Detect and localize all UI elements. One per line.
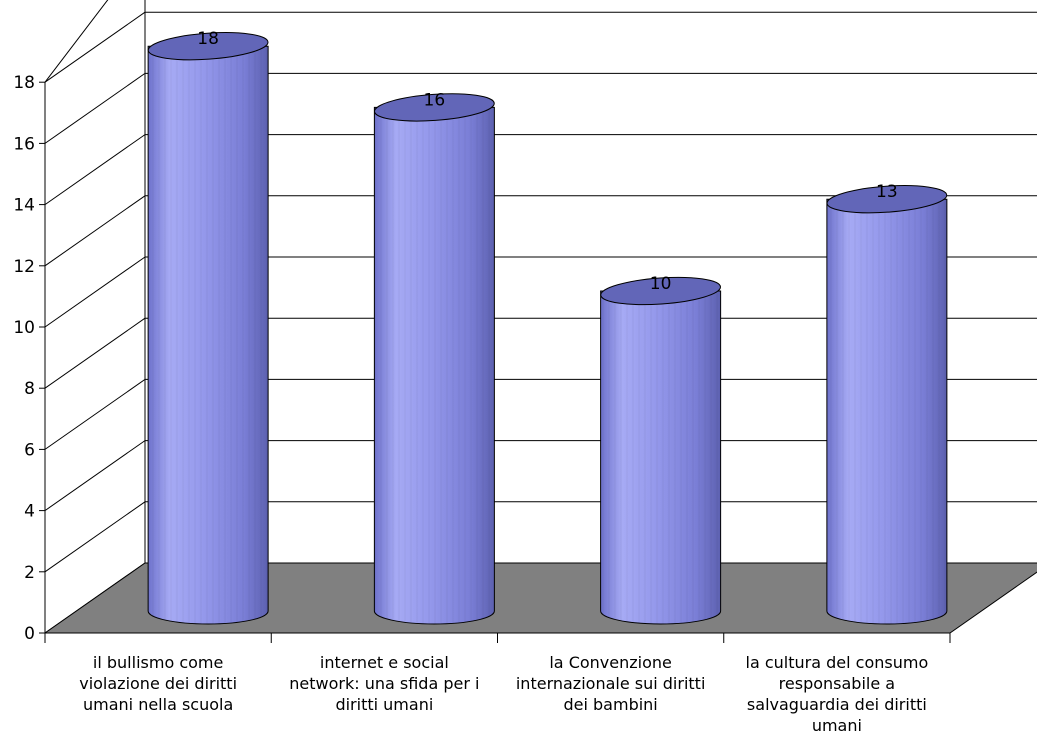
- bar-top: [600, 276, 721, 306]
- data-label: 18: [197, 29, 219, 49]
- bar: [600, 276, 722, 625]
- bar: [147, 32, 269, 625]
- x-category-label-line: violazione dei diritti: [79, 674, 237, 693]
- gridline-side: [44, 440, 146, 512]
- x-category-label-line: la cultura del consumo: [746, 653, 929, 672]
- gridline-side: [44, 501, 146, 573]
- x-category-label-line: responsabile a: [779, 674, 895, 693]
- gridline-side: [44, 195, 146, 267]
- x-category-label: internet e social network: una sfida per …: [289, 653, 479, 714]
- y-tick-label: 2: [24, 563, 35, 583]
- x-category-label-line: la Convenzione: [549, 653, 672, 672]
- labels: 0 2 4 6 8 10 12 14 16 18 18 16 10 13 il bullismo come v…: [13, 29, 928, 735]
- y-tick-label: 18: [13, 73, 35, 93]
- x-category-label: la cultura del consumo responsabile a salv…: [746, 653, 929, 735]
- bar-texture: [826, 199, 947, 624]
- bar: [826, 185, 948, 625]
- y-tick-label: 16: [13, 134, 35, 154]
- data-label: 10: [650, 274, 672, 294]
- gridline-side: [44, 256, 146, 328]
- gridline-side: [44, 72, 146, 144]
- y-tick-label: 10: [13, 318, 35, 338]
- y-tick-label: 14: [13, 196, 35, 216]
- bar-texture: [148, 46, 269, 624]
- x-category-label: il bullismo come violazione dei diritti um…: [79, 653, 237, 714]
- x-category-label-line: umani nella scuola: [83, 695, 233, 714]
- y-tick-label: 4: [24, 502, 35, 522]
- data-label: 13: [876, 182, 898, 202]
- bar-texture: [600, 291, 721, 624]
- x-category-label-line: il bullismo come: [93, 653, 223, 672]
- gridline-side: [44, 11, 146, 83]
- bar-top: [147, 32, 269, 61]
- x-category-label-line: salvaguardia dei diritti: [747, 695, 927, 714]
- side-wall-top: [44, 0, 109, 83]
- y-tick-label: 8: [24, 379, 35, 399]
- x-category-label-line: umani: [812, 716, 862, 735]
- x-category-label-line: network: una sfida per i: [289, 674, 479, 693]
- data-label: 16: [424, 90, 446, 110]
- bar: [373, 93, 495, 625]
- gridline-side: [44, 317, 146, 389]
- x-category-label: la Convenzione internazionale sui diritti…: [516, 653, 706, 714]
- axes: [39, 0, 1037, 643]
- bars: [147, 32, 948, 625]
- gridline-side: [44, 378, 146, 450]
- y-tick-label: 0: [24, 624, 35, 644]
- gridline-side: [44, 134, 146, 206]
- y-tick-label: 6: [24, 440, 35, 460]
- y-tick-label: 12: [13, 257, 35, 277]
- bar-top: [374, 93, 495, 122]
- x-category-label-line: diritti umani: [335, 695, 433, 714]
- bar-texture: [374, 107, 495, 624]
- x-category-label-line: internet e social: [320, 653, 449, 672]
- x-category-label-line: internazionale sui diritti: [516, 674, 706, 693]
- x-category-label-line: dei bambini: [563, 695, 657, 714]
- bar-top: [826, 185, 948, 214]
